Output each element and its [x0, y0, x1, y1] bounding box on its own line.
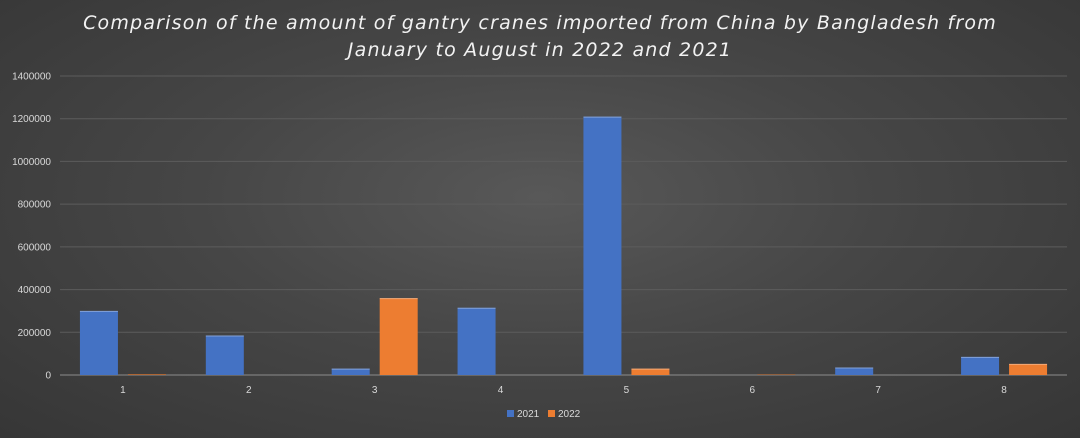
- bar-2021-1: [79, 310, 118, 375]
- legend-label-2021: 2021: [517, 409, 540, 420]
- chart-title-line-1: Comparison of the amount of gantry crane…: [83, 12, 997, 34]
- x-tick-label: 4: [498, 385, 504, 396]
- bar-2022-1: [127, 374, 166, 375]
- chart-title-line-2: January to August in 2022 and 2021: [347, 39, 733, 61]
- y-tick-label: 200000: [18, 328, 52, 339]
- chart-title: Comparison of the amount of gantry crane…: [0, 10, 1080, 64]
- legend-label-2022: 2022: [558, 409, 581, 420]
- y-tick-label: 800000: [18, 200, 52, 211]
- y-tick-label: 1200000: [12, 114, 51, 125]
- x-tick-label: 7: [875, 385, 881, 396]
- bar-2022-3: [379, 298, 418, 375]
- x-tick-label: 6: [750, 385, 756, 396]
- legend-swatch-2021: [507, 410, 514, 417]
- bar-2021-2: [205, 335, 244, 375]
- bar-2022-8: [1009, 363, 1048, 375]
- bar-2021-7: [835, 367, 874, 375]
- y-tick-label: 400000: [18, 285, 52, 296]
- bar-2021-8: [961, 356, 1000, 375]
- y-tick-label: 1000000: [12, 157, 51, 168]
- x-tick-label: 2: [246, 385, 252, 396]
- x-tick-label: 1: [120, 385, 126, 396]
- x-tick-label: 5: [624, 385, 630, 396]
- bar-2021-3: [331, 368, 370, 375]
- y-tick-label: 1400000: [12, 72, 51, 83]
- x-tick-label: 3: [372, 385, 378, 396]
- bar-2021-4: [457, 307, 496, 375]
- bar-2021-5: [583, 116, 622, 375]
- x-tick-label: 8: [1001, 385, 1007, 396]
- y-tick-label: 0: [45, 371, 51, 382]
- legend-swatch-2022: [548, 410, 555, 417]
- y-tick-label: 600000: [18, 242, 52, 253]
- bar-2022-5: [631, 368, 670, 375]
